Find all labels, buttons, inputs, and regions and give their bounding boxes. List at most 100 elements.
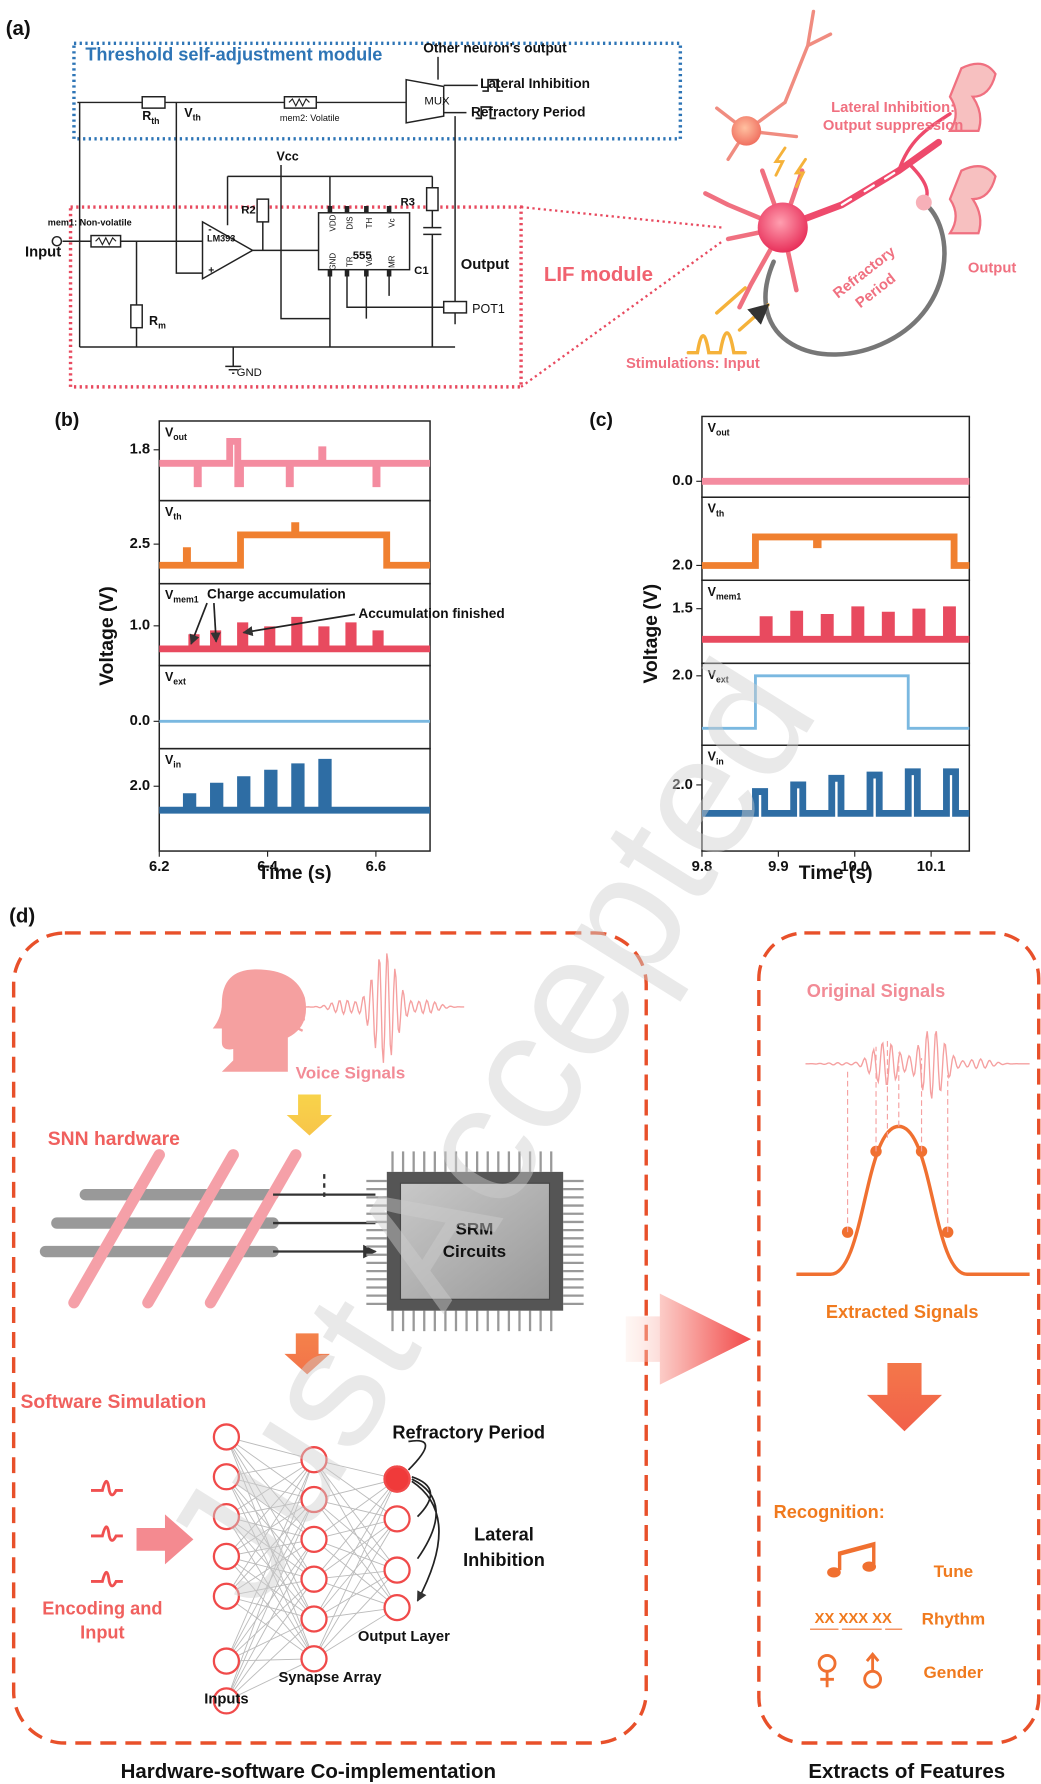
label-sub: th (151, 116, 159, 126)
graphic (776, 148, 806, 187)
label: Synapse Array (278, 1670, 382, 1686)
y-tick-label: 1.8 (130, 442, 151, 458)
label-sub: mem1 (173, 595, 198, 605)
lif-box (71, 207, 522, 387)
label: GND (237, 367, 262, 379)
panel-label: Vext (165, 670, 186, 687)
label: XX XXX XX (815, 1611, 892, 1627)
graphic (820, 1671, 834, 1687)
y-tick-label: 2.0 (130, 778, 151, 794)
label-sub: m (158, 321, 166, 331)
label-sub: out (716, 428, 730, 438)
panel-label: Vth (708, 502, 725, 519)
graphic (91, 1481, 123, 1586)
label: Stimulations: Input (626, 356, 760, 372)
label: Vth (184, 106, 201, 123)
neuron-node (385, 1506, 410, 1531)
label: VDD (328, 214, 337, 231)
label: Output (461, 257, 510, 273)
y-tick-label: 0.0 (672, 473, 693, 489)
label: POT1 (472, 302, 505, 316)
label-sub: th (173, 512, 181, 522)
label: Vcc (276, 149, 298, 163)
panel-label: Vout (165, 426, 187, 443)
label: Encoding and (42, 1599, 162, 1619)
trace (159, 526, 430, 566)
label: Extracted Signals (826, 1302, 979, 1322)
panel-frame (159, 666, 430, 749)
label: Inhibition (463, 1550, 545, 1570)
x-tick-label: 6.6 (366, 859, 387, 875)
graphic (862, 1562, 876, 1572)
label: Rth (142, 110, 159, 127)
label: TH (365, 217, 374, 228)
label-sub: in (173, 760, 181, 770)
label: (a) (6, 17, 31, 40)
graphic (827, 1567, 841, 1577)
panel-label: Vth (165, 505, 182, 522)
label: Output (968, 260, 1017, 276)
label: R2 (241, 205, 256, 217)
label: Vc (388, 218, 397, 227)
graphic (865, 1671, 881, 1687)
charts: (b)Voltage (V)Time (s)Vout1.8Vth2.5Vmem1… (55, 409, 970, 884)
label: (d) (9, 904, 35, 927)
x-tick-label: 6.2 (149, 859, 170, 875)
label: - (208, 225, 211, 236)
label-sub: ext (173, 677, 186, 687)
label: Inputs (204, 1692, 248, 1708)
label: (b) (55, 409, 80, 431)
neuron-node (214, 1649, 239, 1674)
graphic (732, 116, 762, 146)
label: Gender (924, 1663, 984, 1682)
label: mem1: Non-volatile (48, 217, 132, 227)
label-sub: out (173, 432, 187, 442)
label: Output suppression (823, 118, 963, 134)
label: Tune (934, 1562, 973, 1581)
label: + (208, 266, 214, 277)
label: C1 (414, 265, 429, 277)
neuron-node (301, 1646, 326, 1671)
neuron-node (301, 1606, 326, 1631)
trace (702, 610, 969, 640)
label-main: R (149, 314, 158, 328)
graphic (46, 1155, 296, 1303)
label-sub: th (193, 113, 201, 123)
neuron-node (385, 1595, 410, 1620)
graphic (213, 969, 306, 1071)
graphic (796, 142, 938, 222)
label: TR (346, 256, 355, 267)
label: Input (25, 245, 61, 261)
label: Extracts of Features (808, 1760, 1005, 1783)
label: Software Simulation (20, 1391, 206, 1413)
graphic (444, 302, 467, 313)
x-tick-label: 10.0 (840, 859, 869, 875)
graphic (805, 1031, 1029, 1098)
label: Output Layer (358, 1629, 450, 1645)
label: Original Signals (807, 981, 945, 1001)
label: Rhythm (922, 1610, 985, 1629)
label: LIF module (544, 263, 653, 286)
graphic (717, 288, 768, 330)
annotation: Accumulation finished (358, 606, 504, 621)
label: Vo (365, 256, 374, 266)
graphic (819, 1655, 835, 1671)
label: GND (328, 253, 337, 271)
graphic (408, 1441, 439, 1601)
label: Lateral Inhibition: (831, 100, 955, 116)
x-tick-label: 10.1 (917, 859, 946, 875)
label: Other neuron's output (423, 41, 567, 56)
label-main: R (142, 110, 151, 124)
x-tick-label: 9.9 (768, 859, 789, 875)
neuron-illustration (688, 11, 995, 354)
graphic (142, 97, 165, 108)
label: Recognition: (774, 1502, 885, 1522)
trace (159, 441, 430, 483)
label-sub: th (716, 509, 724, 519)
label: (c) (589, 409, 613, 431)
panel-label: Vout (708, 421, 730, 438)
label: Lateral Inhibition (480, 76, 590, 91)
trace (702, 537, 969, 566)
graphic (916, 195, 932, 211)
graphic (688, 333, 745, 353)
